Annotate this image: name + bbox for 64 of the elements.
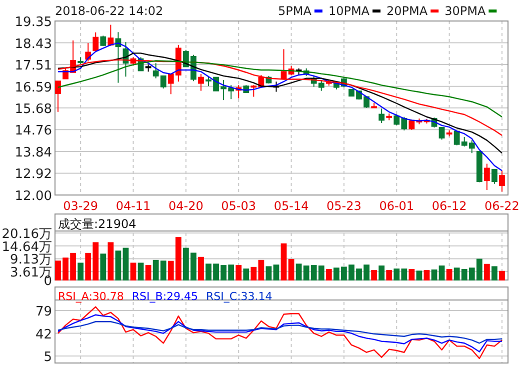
- bar: [499, 270, 505, 280]
- bar: [326, 269, 332, 280]
- bar: [288, 258, 294, 280]
- bar: [130, 262, 136, 280]
- y-tick-label: 14.76: [14, 124, 52, 139]
- text: RSI_B:29.45: [132, 290, 198, 303]
- bar: [424, 270, 430, 280]
- bar: [236, 265, 242, 280]
- bar: [484, 264, 490, 280]
- y-tick-label: 9.13万: [10, 252, 52, 268]
- bar: [416, 270, 422, 280]
- bar: [408, 269, 415, 280]
- x-tick-label: 05-23: [326, 199, 362, 213]
- y-tick-label: 12.92: [14, 167, 52, 182]
- bar: [100, 254, 106, 280]
- bar: [266, 266, 272, 280]
- bar: [243, 268, 250, 280]
- y-tick-label: 20.16万: [2, 227, 52, 242]
- bar: [108, 242, 114, 280]
- text: RSI_C:33.14: [206, 290, 272, 303]
- y-tick-label: 14.64万: [2, 240, 52, 255]
- x-tick-label: 03-29: [63, 199, 98, 213]
- x-tick-label: 04-11: [116, 199, 151, 213]
- bar: [122, 248, 129, 280]
- y-tick-label: 79: [35, 304, 52, 320]
- legend-label: 20PMA: [386, 4, 428, 18]
- legend-label: 10PMA: [328, 4, 370, 18]
- x-tick-label: 06-01: [379, 199, 414, 213]
- y-tick-label: 19.35: [14, 15, 52, 30]
- y-tick-label: 15.68: [14, 102, 52, 117]
- series-label: RSI_A:30.78: [58, 290, 124, 303]
- bar: [115, 250, 122, 280]
- x-tick-label: 05-03: [221, 199, 256, 213]
- bar: [431, 269, 438, 280]
- y-tick-label: 13.84: [14, 145, 52, 160]
- bar: [273, 264, 280, 280]
- bar: [145, 265, 152, 280]
- x-tick-label: 05-14: [274, 199, 309, 213]
- y-tick-label: 16.59: [14, 80, 52, 96]
- bar: [198, 256, 204, 280]
- legend-label: 30PMA: [444, 4, 486, 18]
- line-series: [57, 314, 503, 352]
- y-tick-label: 5: [44, 350, 52, 365]
- text: 成交量:21904: [58, 217, 136, 231]
- bar: [378, 266, 385, 280]
- x-tick-label: 04-20: [168, 199, 204, 213]
- bar: [371, 270, 377, 280]
- bar: [280, 243, 287, 280]
- bar: [492, 266, 498, 280]
- x-tick-label: 06-22: [484, 199, 520, 213]
- legend-label: 5PMA: [278, 4, 312, 18]
- bar: [446, 269, 452, 280]
- line-series: [57, 306, 503, 360]
- bar: [438, 266, 445, 280]
- line-series: [57, 321, 503, 344]
- bar: [78, 262, 84, 280]
- chart-title: 2018-06-22 14:02: [55, 4, 164, 18]
- bar: [386, 270, 392, 280]
- bar: [138, 262, 144, 280]
- y-tick-label: 17.51: [14, 58, 52, 74]
- y-tick-label: 12.00: [14, 189, 52, 204]
- x-tick-label: 06-12: [432, 199, 467, 213]
- y-tick-label: 18.43: [14, 36, 52, 52]
- y-tick-label: 42: [35, 327, 52, 342]
